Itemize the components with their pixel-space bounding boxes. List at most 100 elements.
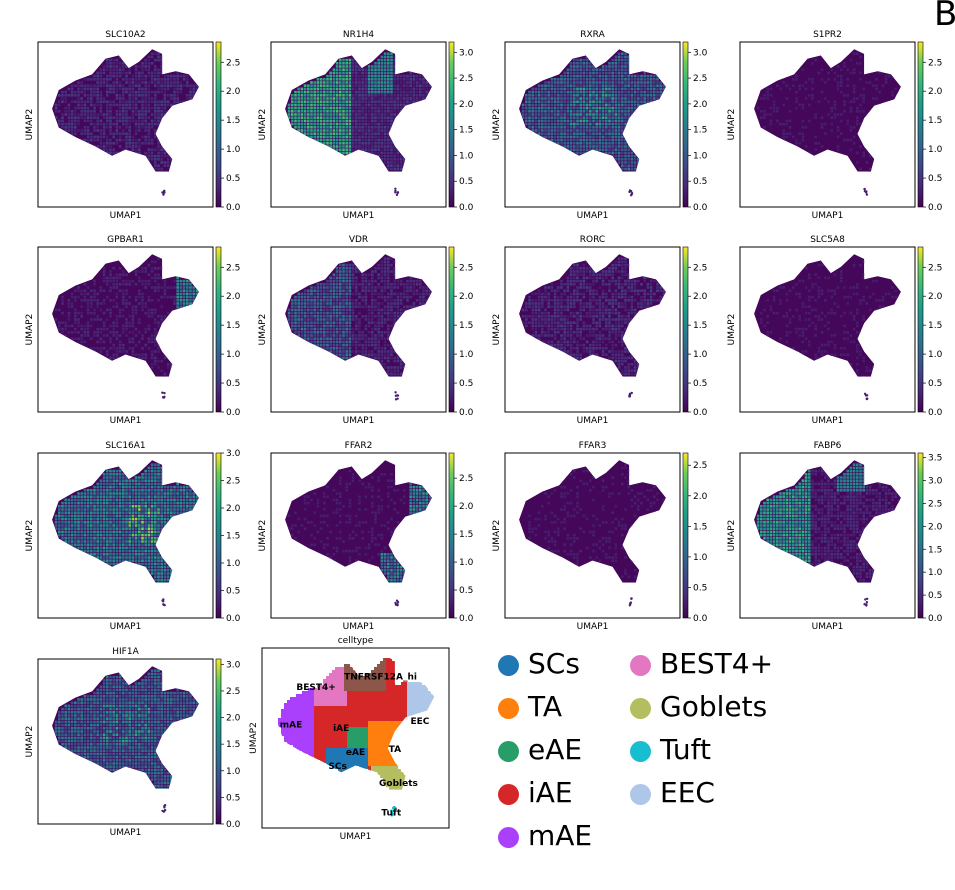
umap-panel-ffar2: FFAR2 UMAP1 UMAP2 0.0 0.5 1.0 1.5 2.0 2.5 [258,441,474,632]
y-axis-label: UMAP2 [258,109,268,141]
colorbar-tick-label: 0.0 [226,820,241,830]
colorbar-tick-label: 1.5 [226,740,240,750]
colorbar-tick-label: 1.5 [693,321,707,331]
colorbar-tick-label: 1.0 [459,558,474,568]
scatter-points [754,460,901,583]
colorbar-tick-label: 0.0 [928,203,943,213]
colorbar-tick-label: 2.0 [693,292,708,302]
colorbar-tick-label: 1.0 [226,559,241,569]
y-axis-label: UMAP2 [25,314,35,346]
scatter-points [285,254,432,377]
colorbar-tick-label: 2.0 [459,502,474,512]
chart-title: NR1H4 [343,30,374,40]
colorbar-tick-label: 0.0 [226,203,241,213]
cluster-label: Goblets [379,779,418,789]
colorbar [682,246,689,413]
umap-panel-slc16a1: SLC16A1 UMAP1 UMAP2 0.0 0.5 1.0 1.5 2.0 2.5 3.0 [25,441,241,632]
colorbar-tick-label: 1.5 [693,126,707,136]
y-axis-label: UMAP2 [25,726,35,758]
legend-label: iAE [528,776,573,809]
colorbar-tick-label: 3.0 [459,48,474,58]
chart-title: HIF1A [112,647,139,657]
colorbar-tick-label: 1.0 [693,553,708,563]
legend-swatch [498,655,519,676]
colorbar-tick-label: 2.5 [226,477,240,487]
y-axis-label: UMAP2 [492,314,502,346]
scatter-points [52,460,199,583]
colorbar-tick-label: 0.0 [693,408,708,418]
legend-label: Goblets [660,690,768,723]
colorbar-tick-label: 2.5 [928,263,942,273]
colorbar-tick-label: 1.5 [226,532,240,542]
colorbar-tick-label: 1.0 [226,350,241,360]
x-axis-label: UMAP1 [343,622,375,632]
panel-letter: B [934,0,955,34]
colorbar-tick-label: 2.0 [928,522,943,532]
colorbar-tick-label: 1.5 [226,116,240,126]
cluster-label: SCs [328,762,346,772]
colorbar-tick-label: 2.5 [226,263,240,273]
colorbar-tick-label: 0.5 [928,591,942,601]
colorbar-tick-label: 0.0 [928,614,943,624]
colorbar-tick-label: 1.0 [928,350,943,360]
cluster-label: TNFRSF12A_hi [344,673,417,683]
umap-panel-ffar3: FFAR3 UMAP1 UMAP2 0.0 0.5 1.0 1.5 2.0 2.5 [492,441,708,632]
x-axis-label: UMAP1 [343,211,375,221]
colorbar-tick-label: 1.0 [928,145,943,155]
colorbar-tick-label: 2.5 [226,58,240,68]
y-axis-label: UMAP2 [25,109,35,141]
colorbar-tick-label: 1.5 [928,321,942,331]
cluster-label: TA [389,745,401,755]
legend-swatch [498,698,519,719]
chart-title: RXRA [580,30,605,40]
colorbar [448,41,455,208]
y-axis-label: UMAP2 [492,520,502,552]
colorbar-tick-label: 0.5 [226,379,240,389]
colorbar-tick-label: 0.5 [459,586,473,596]
celltype-legend: SCs TA eAE iAE mAE BEST4+ Goblets Tuft EEC [498,646,798,856]
cluster-label: eAE [346,748,365,758]
legend-label: mAE [528,819,593,852]
colorbar-tick-label: 2.0 [459,292,474,302]
colorbar-tick-label: 1.0 [693,151,708,161]
colorbar [448,452,455,619]
umap-panel-fabp6: FABP6 UMAP1 UMAP2 0.0 0.5 1.0 1.5 2.0 2.5 3.0 3.5 [727,441,943,632]
colorbar-tick-label: 0.0 [459,203,474,213]
colorbar-tick-label: 2.5 [928,499,942,509]
legend-swatch [630,784,651,805]
chart-title: VDR [349,235,368,245]
scatter-points [285,49,432,172]
y-axis-label: UMAP2 [25,520,35,552]
legend-swatch [498,827,519,848]
umap-panel-celltype: celltype UMAP1 UMAP2 TNFRSF12A_hi BEST4+ mAE i… [249,636,450,842]
colorbar-tick-label: 1.0 [459,350,474,360]
scatter-points [52,49,199,172]
legend-label: eAE [528,733,583,766]
colorbar-tick-label: 0.5 [693,583,707,593]
scatter-points [52,666,199,789]
legend-label: BEST4+ [660,647,774,680]
colorbar-tick-label: 2.5 [459,474,473,484]
scatter-points [519,460,666,583]
legend-swatch [630,698,651,719]
colorbar [917,452,924,619]
umap-panel-vdr: VDR UMAP1 UMAP2 0.0 0.5 1.0 1.5 2.0 2.5 [258,235,474,426]
umap-panel-nr1h4: NR1H4 UMAP1 UMAP2 0.0 0.5 1.0 1.5 2.0 2.5 3.0 [258,30,474,221]
colorbar [215,246,222,413]
colorbar [215,41,222,208]
colorbar-tick-label: 0.0 [928,408,943,418]
chart-title: FABP6 [814,441,842,451]
colorbar-tick-label: 1.5 [928,116,942,126]
scatter-points [52,254,199,377]
x-axis-label: UMAP1 [812,211,844,221]
colorbar-tick-label: 1.5 [226,321,240,331]
colorbar-tick-label: 0.5 [928,174,942,184]
colorbar-tick-label: 0.0 [693,203,708,213]
colorbar-tick-label: 1.5 [459,530,473,540]
y-axis-label: UMAP2 [727,314,737,346]
umap-panel-rorc: RORC UMAP1 UMAP2 0.0 0.5 1.0 1.5 2.0 2.5 [492,235,708,426]
colorbar-tick-label: 2.5 [459,74,473,84]
colorbar-tick-label: 3.5 [928,454,942,464]
colorbar-tick-label: 2.0 [459,100,474,110]
